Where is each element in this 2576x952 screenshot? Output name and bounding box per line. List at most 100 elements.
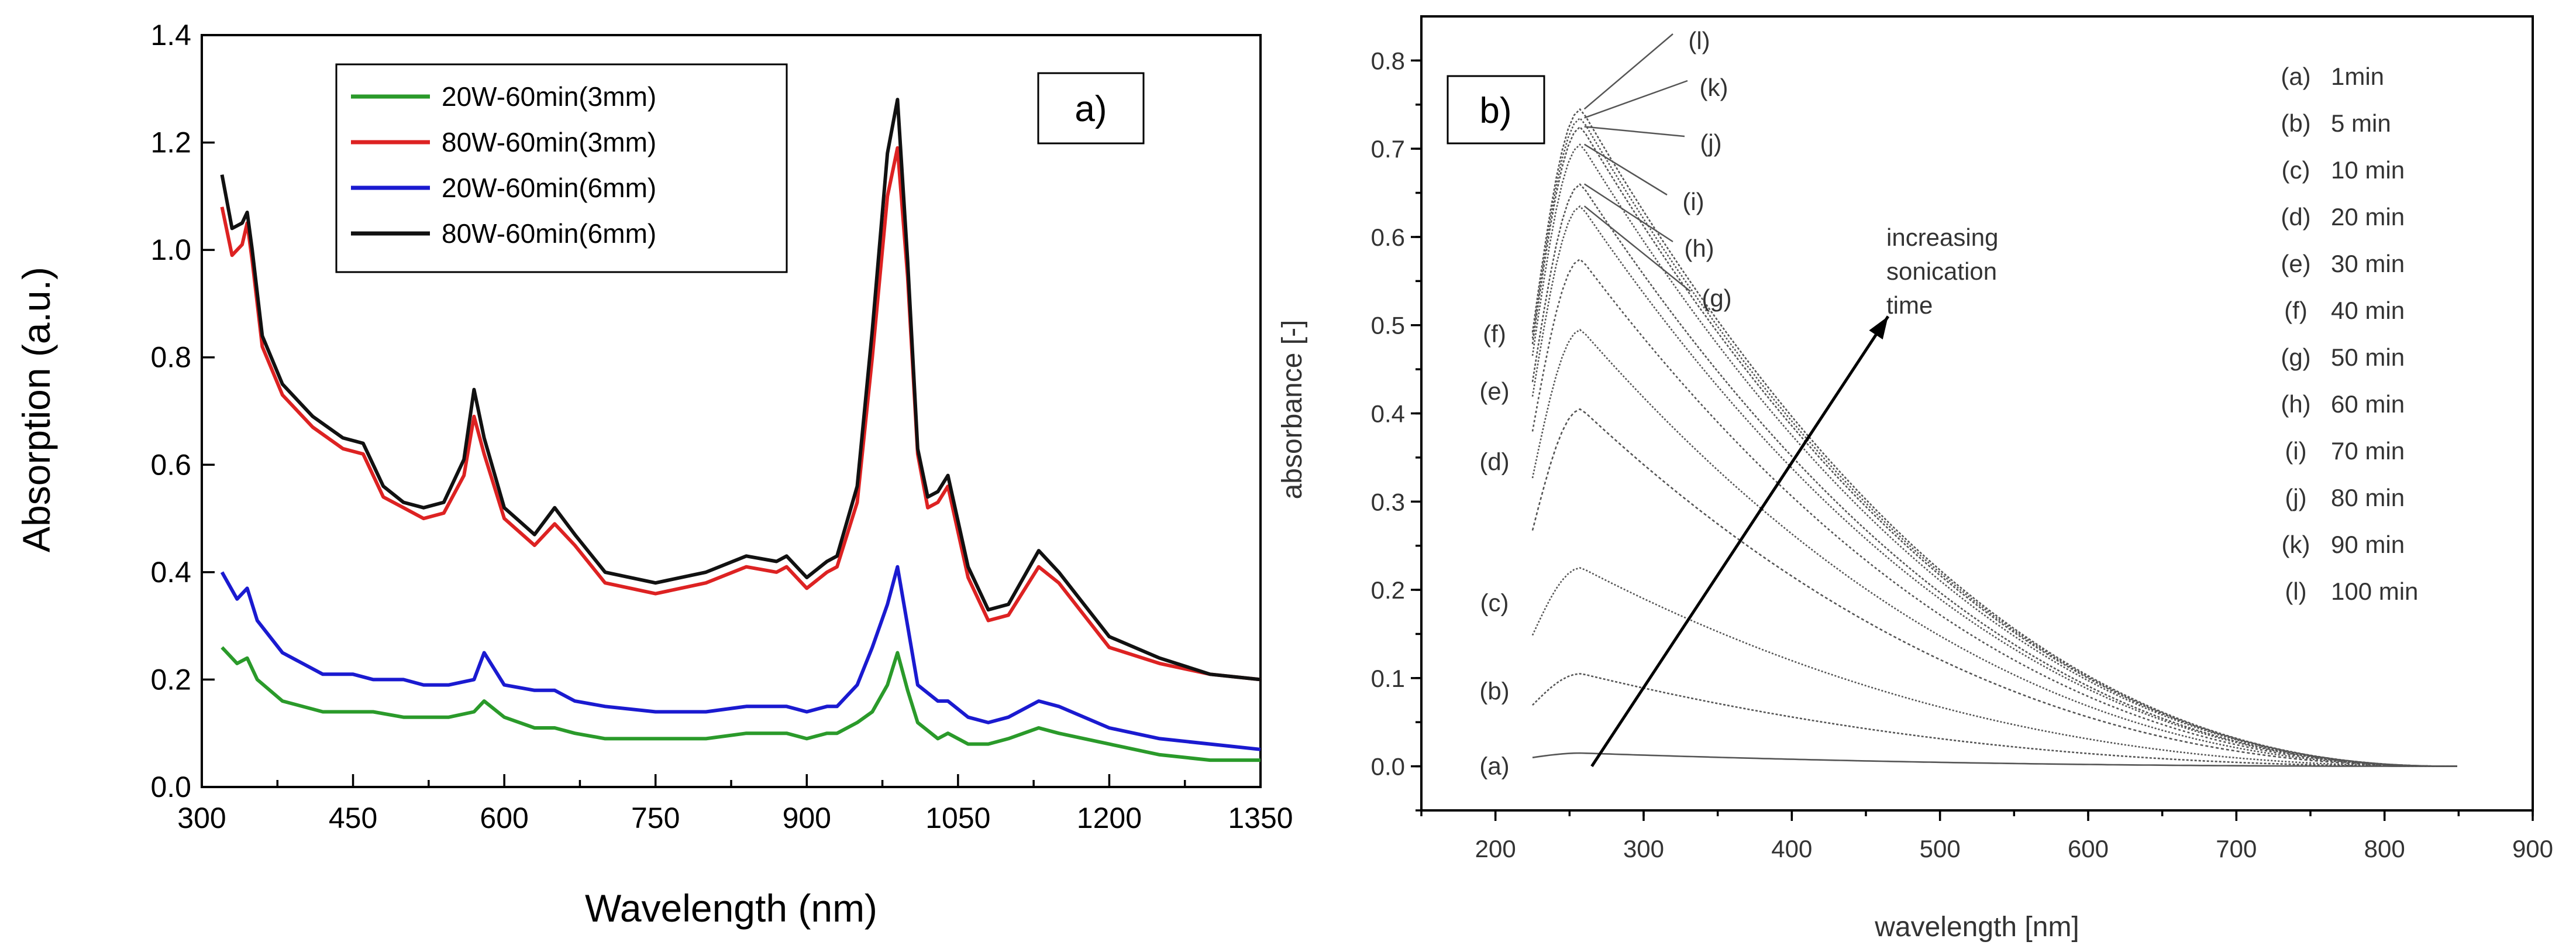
- x-tick-label-b: 800: [2364, 835, 2405, 862]
- curve-label: (c): [1480, 589, 1509, 617]
- curve-leader-line: [1583, 205, 1691, 292]
- legend-value-b: 10 min: [2331, 156, 2405, 184]
- legend-value-b: 5 min: [2331, 109, 2391, 137]
- curve-label: (k): [1700, 74, 1728, 101]
- x-tick-label-b: 700: [2216, 835, 2257, 862]
- y-tick-label-a: 1.4: [150, 19, 191, 51]
- spectrum-line-l: [1531, 108, 2457, 767]
- x-axis-label-b: wavelength [nm]: [1874, 912, 2079, 943]
- x-tick-label-a: 600: [480, 802, 528, 834]
- annotation-arrow-head: [1869, 316, 1888, 340]
- legend-entry-a: 80W-60min(3mm): [442, 127, 656, 157]
- x-axis-label-a: Wavelength (nm): [585, 886, 877, 930]
- y-tick-label-b: 0.6: [1371, 224, 1405, 251]
- legend-box-a: [335, 63, 788, 273]
- panel-label-box-a: [1037, 72, 1145, 145]
- legend-key-b: (i): [2285, 437, 2306, 465]
- series-line-a-1: [221, 646, 1261, 762]
- spectrum-line-c: [1531, 567, 2457, 767]
- y-tick-label-a: 0.2: [150, 663, 191, 696]
- x-tick-label-a: 450: [329, 802, 377, 834]
- y-tick-label-b: 0.3: [1371, 488, 1405, 515]
- legend-value-b: 50 min: [2331, 343, 2405, 371]
- annotation-arrow-shaft: [1590, 315, 1890, 767]
- spectrum-line-h: [1531, 183, 2457, 767]
- curve-leader-line: [1583, 33, 1673, 110]
- x-tick-label-b: 500: [1920, 835, 1961, 862]
- curve-label: (a): [1479, 752, 1509, 780]
- y-tick-label-b: 0.7: [1371, 135, 1405, 163]
- curve-label: (g): [1702, 284, 1731, 312]
- legend-key-b: (h): [2281, 390, 2310, 418]
- y-tick-label-b: 0.0: [1371, 753, 1405, 781]
- spectrum-line-f: [1531, 258, 2457, 767]
- curve-label: (l): [1688, 27, 1710, 54]
- annotation-text: increasing: [1886, 224, 1998, 251]
- legend-entry-a: 20W-60min(3mm): [442, 81, 656, 112]
- chart-a: 300 450 600 750 900 1050 1200 1350 0.0 0.2 0.4 0.6 0…: [15, 19, 1293, 930]
- y-tick-label-a: 0.0: [150, 771, 191, 803]
- legend-key-b: (k): [2282, 531, 2310, 558]
- legend-key-b: (g): [2281, 343, 2310, 371]
- legend-value-b: 80 min: [2331, 484, 2405, 511]
- x-tick-label-b: 600: [2068, 835, 2109, 862]
- x-tick-label-a: 1350: [1228, 802, 1293, 834]
- x-tick-label-a: 1050: [925, 802, 990, 834]
- panel-label-b: b): [1479, 91, 1511, 131]
- legend-key-b: (b): [2281, 109, 2310, 137]
- legend-entry-a: 20W-60min(6mm): [442, 173, 656, 203]
- legend-value-b: 1min: [2331, 63, 2384, 90]
- legend-key-b: (d): [2281, 203, 2310, 231]
- y-tick-label-a: 0.8: [150, 341, 191, 374]
- chart-b: 200 300 400 500 600 700 800 900 0.0 0.1 0.2 0.3 0.4 0…: [1277, 15, 2553, 943]
- legend-entry-a: 80W-60min(6mm): [442, 218, 656, 249]
- y-tick-label-b: 0.2: [1371, 576, 1405, 604]
- legend-key-b: (j): [2285, 484, 2306, 511]
- curve-label: (i): [1682, 188, 1704, 215]
- y-tick-label-a: 0.4: [150, 556, 191, 589]
- x-tick-label-a: 1200: [1077, 802, 1142, 834]
- y-tick-label-b: 0.5: [1371, 312, 1405, 339]
- legend-value-b: 40 min: [2331, 297, 2405, 324]
- spectrum-line-e: [1531, 328, 2457, 767]
- legend-key-b: (l): [2285, 578, 2306, 605]
- legend-key-b: (e): [2281, 250, 2310, 277]
- legend-value-b: 20 min: [2331, 203, 2405, 231]
- spectrum-line-b: [1532, 673, 2457, 767]
- y-axis-label-b: absorbance [-]: [1277, 320, 1308, 500]
- y-tick-label-a: 1.2: [150, 126, 191, 159]
- curve-leader-line: [1584, 80, 1688, 119]
- curve-label: (b): [1479, 677, 1509, 704]
- curve-leader-line: [1584, 143, 1668, 196]
- legend-value-b: 100 min: [2331, 578, 2418, 605]
- y-tick-label-a: 0.6: [150, 448, 191, 481]
- spectrum-line-j: [1531, 125, 2457, 767]
- legend-key-b: (f): [2284, 297, 2308, 324]
- y-tick-label-a: 1.0: [150, 233, 191, 266]
- legend-value-b: 30 min: [2331, 250, 2405, 277]
- series-line-a-3: [220, 565, 1261, 751]
- spectrum-line-g: [1531, 205, 2457, 767]
- y-tick-label-b: 0.8: [1371, 47, 1405, 74]
- x-tick-label-a: 900: [783, 802, 831, 834]
- x-tick-label-b: 400: [1771, 835, 1812, 862]
- x-tick-label-a: 750: [631, 802, 680, 834]
- annotation-text: sonication: [1886, 257, 1997, 285]
- legend-value-b: 70 min: [2331, 437, 2405, 465]
- legend-value-b: 90 min: [2331, 531, 2405, 558]
- spectrum-line-k: [1531, 116, 2457, 767]
- spectrum-line-d: [1531, 408, 2457, 767]
- curve-label: (f): [1483, 320, 1506, 348]
- curve-leader-line: [1584, 126, 1685, 138]
- x-tick-label-a: 300: [177, 802, 226, 834]
- legend-key-b: (c): [2282, 156, 2310, 184]
- x-tick-label-b: 200: [1475, 835, 1516, 862]
- panel-label-box-b: [1447, 75, 1545, 145]
- legend-key-b: (a): [2281, 63, 2310, 90]
- annotation-text: time: [1886, 291, 1933, 319]
- series-line-a-4: [220, 98, 1261, 682]
- y-tick-label-b: 0.1: [1371, 665, 1405, 692]
- x-tick-label-b: 300: [1623, 835, 1664, 862]
- panel-label-a: a): [1075, 89, 1107, 129]
